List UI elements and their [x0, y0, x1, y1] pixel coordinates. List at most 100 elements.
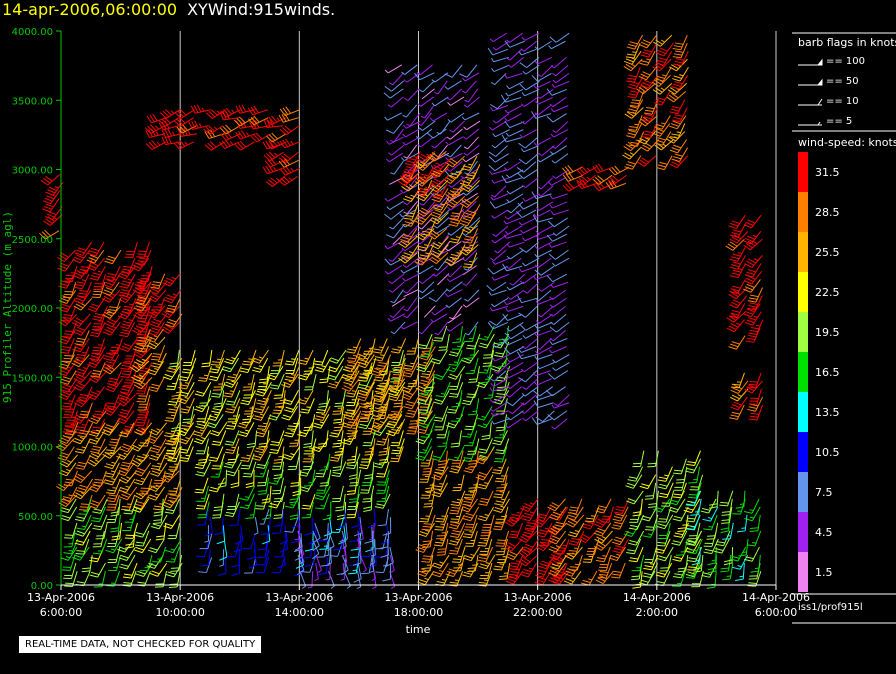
- barb-658: [279, 525, 288, 545]
- barb-816: [384, 265, 403, 275]
- barb-741: [370, 546, 375, 565]
- barb-947: [445, 136, 463, 146]
- barb-1648: [686, 530, 702, 547]
- barb-647: [255, 557, 270, 574]
- barb-1083: [448, 374, 462, 391]
- barb-218: [72, 546, 90, 561]
- barb-865: [402, 104, 418, 118]
- barb-66: [89, 265, 106, 281]
- barb-1619: [671, 530, 688, 546]
- barb-1324: [518, 217, 537, 226]
- barb-894: [421, 88, 435, 100]
- barb-1119: [492, 430, 508, 446]
- barb-1159: [437, 450, 448, 469]
- barb-1579: [626, 538, 642, 555]
- barb-1051: [427, 150, 447, 162]
- barb-1210: [495, 474, 508, 492]
- barb-779: [390, 418, 406, 434]
- barb-892: [420, 104, 435, 119]
- barb-34: [73, 378, 92, 392]
- barb-1394: [552, 354, 570, 364]
- barb-1707: [747, 295, 763, 311]
- barb-903: [432, 265, 449, 277]
- speed-swatch-10: [798, 552, 808, 592]
- barb-999: [414, 212, 433, 225]
- barb-1334: [519, 129, 537, 138]
- barb-299: [134, 352, 153, 366]
- barb-1541: [640, 75, 659, 89]
- barb-1050: [431, 158, 451, 172]
- barb-1642: [685, 458, 702, 474]
- barb-1700: [729, 230, 749, 244]
- barb-1574: [672, 34, 688, 51]
- barb-10: [61, 394, 76, 411]
- barb-379: [177, 389, 195, 405]
- barb-616: [364, 461, 375, 480]
- barb-572: [254, 461, 269, 478]
- barb-1403: [550, 281, 569, 288]
- barb-944: [446, 160, 463, 172]
- barb-1350: [532, 370, 551, 377]
- barb-107: [120, 257, 136, 274]
- barb-1550: [654, 115, 671, 130]
- barb-1151: [433, 530, 449, 547]
- barb-266: [151, 514, 168, 530]
- barb-1020: [445, 196, 466, 208]
- barb-948: [446, 128, 463, 140]
- barb-100: [120, 314, 137, 330]
- barb-1189: [478, 554, 496, 570]
- barb-112: [137, 394, 151, 411]
- barb-1277: [505, 257, 522, 270]
- barb-625: [200, 549, 212, 567]
- barb-844: [402, 273, 420, 282]
- barb-1312: [521, 338, 539, 350]
- barb-1117: [494, 446, 508, 463]
- barb-68: [86, 249, 105, 264]
- y-tick-label-3: 1500.00: [12, 373, 53, 384]
- barb-1319: [518, 265, 537, 273]
- barb-1628: [673, 458, 687, 475]
- barb-1084: [447, 365, 466, 380]
- barb-1518: [622, 147, 642, 160]
- barb-880: [417, 217, 434, 230]
- barb-607: [348, 485, 360, 504]
- barb-11: [58, 386, 77, 401]
- barb-1321: [519, 241, 539, 253]
- barb-1514: [605, 179, 626, 190]
- barb-1212: [492, 458, 507, 475]
- barb-1506: [562, 172, 584, 182]
- barb-594: [315, 493, 330, 510]
- barb-1194: [481, 514, 495, 531]
- x-tick-time-2: 14:00:00: [275, 606, 324, 619]
- barb-1258: [507, 410, 524, 421]
- barb-848: [401, 241, 419, 252]
- speed-label-5: 16.5: [815, 366, 840, 379]
- barb-1347: [535, 394, 554, 401]
- barb-1190: [477, 546, 493, 563]
- barb-830: [386, 136, 404, 145]
- barb-1008: [427, 228, 448, 240]
- barb-147: [75, 438, 91, 454]
- barb-345: [265, 115, 287, 126]
- barb-1270: [502, 313, 523, 321]
- barb-135: [63, 470, 78, 487]
- barb-307: [146, 328, 164, 343]
- barb-1649: [686, 514, 701, 531]
- barb-1241: [489, 169, 508, 175]
- barb-365: [167, 398, 183, 414]
- barb-1665: [720, 555, 732, 573]
- barb-814: [388, 281, 405, 293]
- barb-1416: [551, 153, 569, 164]
- barb-1193: [479, 522, 493, 540]
- barb-467: [303, 438, 317, 455]
- barb-1030: [461, 220, 481, 234]
- barb-1092: [464, 430, 478, 447]
- barb-1257: [504, 418, 522, 429]
- barb-654: [271, 557, 286, 574]
- barb-1293: [504, 113, 522, 122]
- barb-778: [372, 338, 388, 354]
- barb-280: [135, 289, 152, 305]
- barb-legend-item-3: == 5: [798, 116, 852, 127]
- barb-1056: [418, 414, 436, 429]
- barb-324: [204, 141, 225, 151]
